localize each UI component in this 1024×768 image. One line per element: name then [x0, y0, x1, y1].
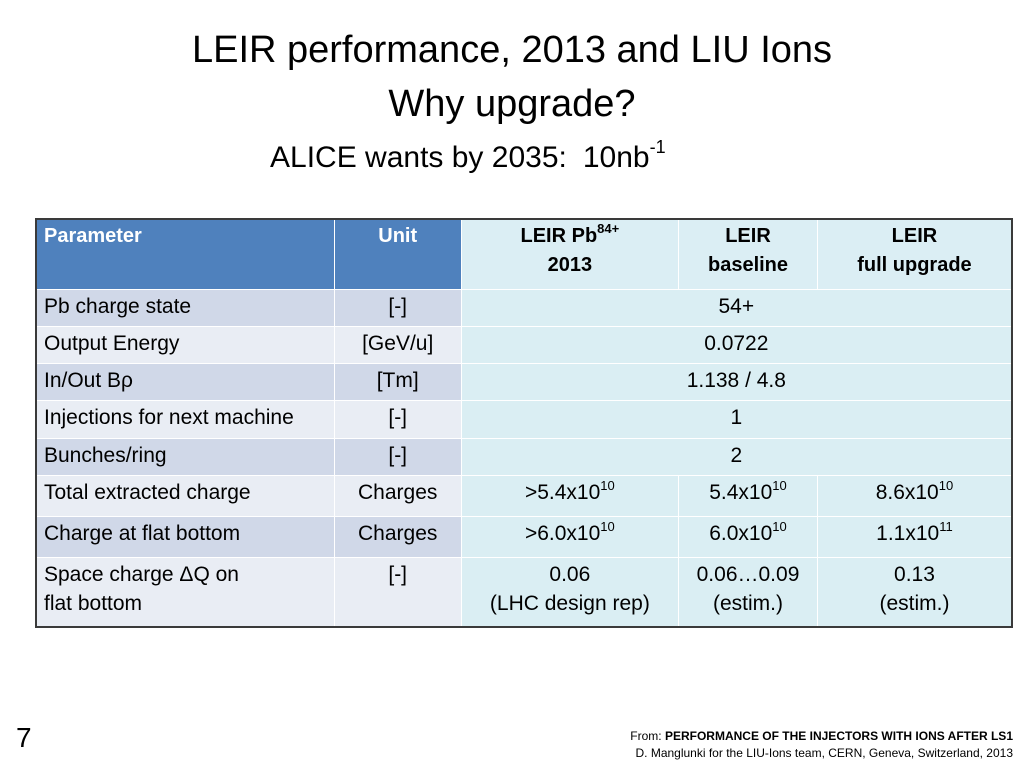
- row-param: In/Out Bρ: [35, 362, 335, 401]
- alice-target-exponent: -1: [649, 137, 666, 157]
- slide-number: 7: [16, 722, 32, 753]
- row-param-l2: flat bottom: [44, 591, 143, 615]
- row-unit: [-]: [333, 556, 462, 628]
- row-unit: [Tm]: [333, 362, 462, 401]
- value-mantissa: 6.0x10: [709, 521, 773, 545]
- value-mantissa: >5.4x10: [524, 480, 601, 504]
- row-param: Bunches/ring: [35, 437, 335, 476]
- alice-target-value: 10nb: [582, 141, 650, 174]
- source-citation: From: PERFORMANCE OF THE INJECTORS WITH …: [630, 728, 1013, 762]
- row-param-l1: Space charge ΔQ on: [44, 562, 239, 586]
- row-unit: [-]: [333, 399, 462, 439]
- value-exponent: 10: [938, 477, 954, 493]
- row-param: Output Energy: [35, 325, 335, 364]
- row-unit: [-]: [333, 437, 462, 476]
- table-row: Injections for next machine [-] 1: [35, 399, 1013, 439]
- slide-title: LEIR performance, 2013 and LIU Ions: [191, 29, 833, 71]
- value-mantissa: 8.6x10: [875, 480, 939, 504]
- table-row: Charge at flat bottom Charges >6.0x1010 …: [35, 515, 1013, 558]
- table-header-row: Parameter Unit LEIR Pb84+ 2013 LEIR base…: [35, 218, 1013, 290]
- table-row: Total extracted charge Charges >5.4x1010…: [35, 474, 1013, 517]
- alice-target-text: ALICE wants by 2035:: [270, 141, 567, 174]
- source-author: D. Manglunki for the LIU-Ions team, CERN…: [635, 746, 1013, 760]
- value-exponent: 11: [939, 518, 953, 534]
- header-leir-2013-sup: 84+: [597, 221, 620, 236]
- row-value-2013: >6.0x1010: [460, 515, 680, 558]
- value-l2: (estim.): [879, 591, 950, 615]
- header-leir-full-upgrade: LEIR full upgrade: [816, 218, 1013, 290]
- table-row: Space charge ΔQ on flat bottom [-] 0.06 …: [35, 556, 1013, 628]
- row-param: Pb charge state: [35, 288, 335, 327]
- row-value: 0.0722: [460, 325, 1013, 364]
- header-leir-full-upgrade-l2: full upgrade: [857, 254, 972, 276]
- row-param: Injections for next machine: [35, 399, 335, 439]
- row-value-full-upgrade: 1.1x1011: [816, 515, 1013, 558]
- table-row: Pb charge state [-] 54+: [35, 288, 1013, 327]
- row-value-full-upgrade: 8.6x1010: [816, 474, 1013, 517]
- value-l2: (LHC design rep): [489, 591, 650, 615]
- header-leir-2013: LEIR Pb84+ 2013: [460, 218, 680, 290]
- row-param: Total extracted charge: [35, 474, 335, 517]
- value-mantissa: >6.0x10: [524, 521, 601, 545]
- row-param: Charge at flat bottom: [35, 515, 335, 558]
- value-exponent: 10: [600, 518, 615, 534]
- header-leir-2013-l1: LEIR Pb: [520, 225, 598, 247]
- row-unit: [-]: [333, 288, 462, 327]
- row-value-baseline: 5.4x1010: [678, 474, 818, 517]
- value-exponent: 10: [772, 518, 787, 534]
- header-leir-full-upgrade-l1: LEIR: [891, 225, 938, 247]
- header-leir-2013-l2: 2013: [547, 254, 593, 276]
- header-leir-baseline-l2: baseline: [707, 254, 789, 276]
- row-unit: Charges: [333, 515, 462, 558]
- row-value: 1.138 / 4.8: [460, 362, 1013, 401]
- value-l2: (estim.): [713, 591, 783, 615]
- table-row: Output Energy [GeV/u] 0.0722: [35, 325, 1013, 364]
- slide-subtitle: Why upgrade?: [388, 83, 636, 125]
- table-row: In/Out Bρ [Tm] 1.138 / 4.8: [35, 362, 1013, 401]
- source-from-label: From:: [630, 729, 665, 743]
- row-value-2013: 0.06 (LHC design rep): [460, 556, 680, 628]
- header-unit: Unit: [333, 218, 462, 290]
- row-value-baseline: 0.06…0.09 (estim.): [678, 556, 818, 628]
- header-leir-baseline-l1: LEIR: [725, 225, 771, 247]
- row-param: Space charge ΔQ on flat bottom: [35, 556, 335, 628]
- row-value-full-upgrade: 0.13 (estim.): [816, 556, 1013, 628]
- source-line: From: PERFORMANCE OF THE INJECTORS WITH …: [630, 728, 1013, 745]
- source-title: PERFORMANCE OF THE INJECTORS WITH IONS A…: [664, 729, 1013, 743]
- alice-target: ALICE wants by 2035: 10nb-1: [270, 137, 666, 176]
- header-parameter: Parameter: [35, 218, 335, 290]
- value-l1: 0.06: [549, 562, 591, 586]
- table-row: Bunches/ring [-] 2: [35, 437, 1013, 476]
- value-mantissa: 5.4x10: [709, 480, 773, 504]
- row-value: 54+: [460, 288, 1013, 327]
- value-exponent: 10: [600, 477, 615, 493]
- row-value: 2: [460, 437, 1013, 476]
- row-value: 1: [460, 399, 1013, 439]
- value-l1: 0.06…0.09: [696, 562, 800, 586]
- value-mantissa: 1.1x10: [876, 521, 940, 545]
- row-value-2013: >5.4x1010: [460, 474, 680, 517]
- row-unit: [GeV/u]: [333, 325, 462, 364]
- row-value-baseline: 6.0x1010: [678, 515, 818, 558]
- header-leir-baseline: LEIR baseline: [678, 218, 818, 290]
- value-exponent: 10: [772, 477, 787, 493]
- row-unit: Charges: [333, 474, 462, 517]
- parameter-table: Parameter Unit LEIR Pb84+ 2013 LEIR base…: [35, 218, 1013, 628]
- value-l1: 0.13: [894, 562, 935, 586]
